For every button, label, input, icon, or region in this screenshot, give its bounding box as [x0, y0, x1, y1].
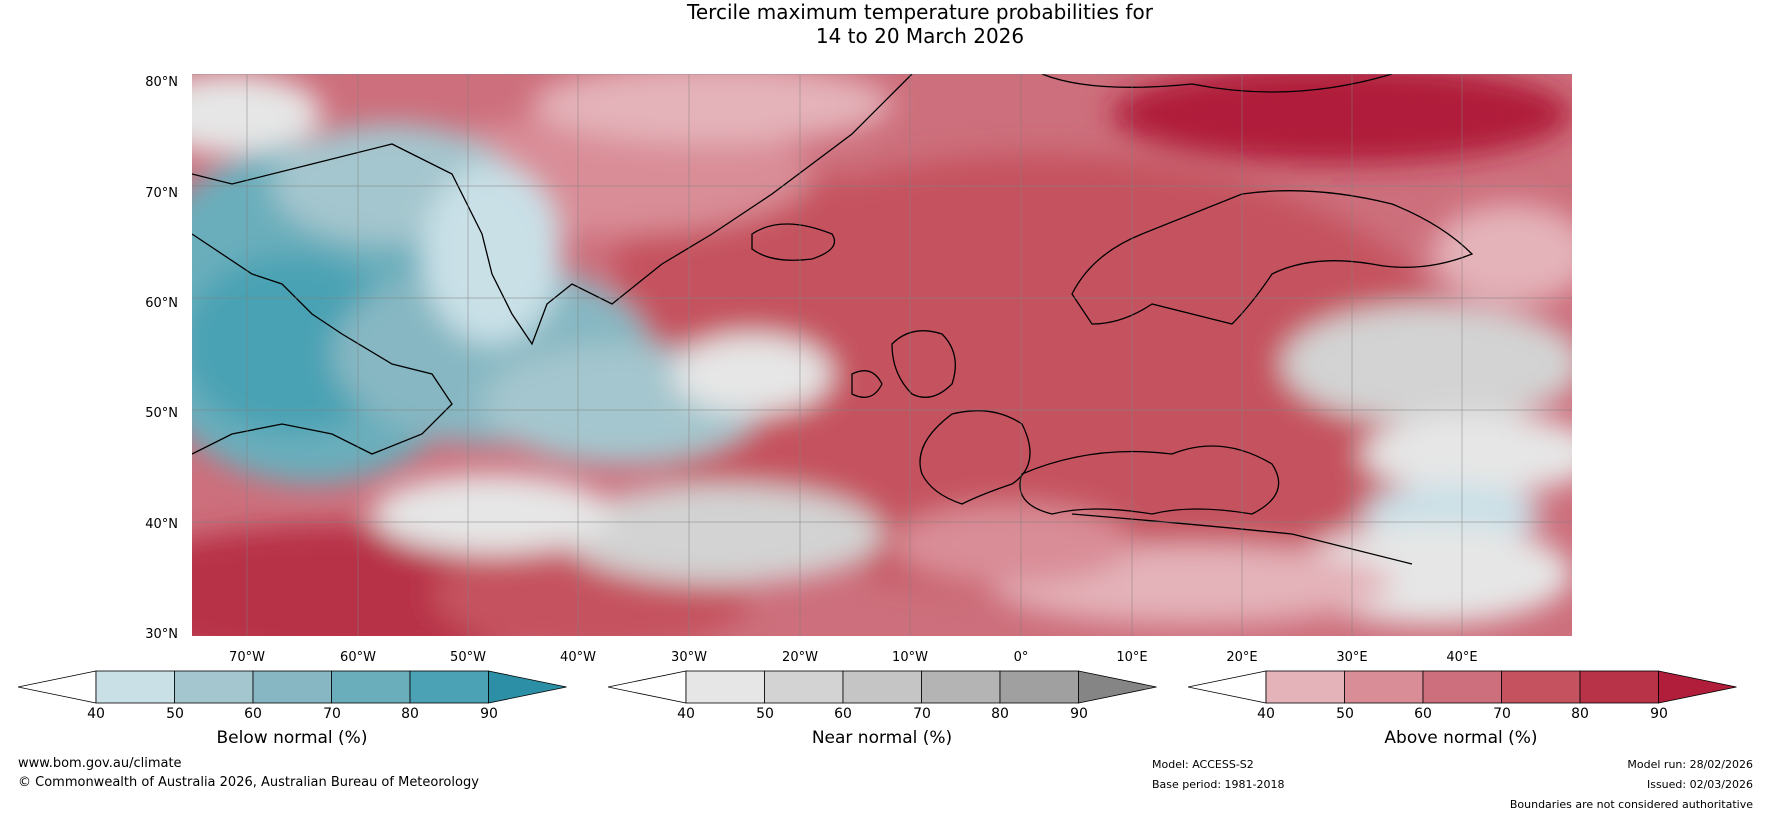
cbar-below-tick-50: 50: [166, 706, 184, 722]
colorbar-near-normal: [608, 670, 1157, 704]
colorbar-swatch-80-90: [1579, 670, 1659, 704]
lon-label-60w: 60°W: [340, 650, 376, 665]
colorbar-swatch-50-60: [1344, 670, 1424, 704]
coastlines: [192, 74, 1474, 565]
lon-label-30e: 30°E: [1336, 650, 1368, 665]
chart-title: Tercile maximum temperature probabilitie…: [0, 0, 1770, 48]
colorbar-above-normal: [1188, 670, 1737, 704]
lon-label-10e: 10°E: [1116, 650, 1148, 665]
cbar-near-tick-40: 40: [677, 706, 695, 722]
cbar-near-tick-80: 80: [991, 706, 1009, 722]
colorbar-label-below: Below normal (%): [216, 728, 368, 748]
lon-label-50w: 50°W: [450, 650, 486, 665]
cbar-above-tick-90: 90: [1650, 706, 1668, 722]
lon-label-20w: 20°W: [782, 650, 818, 665]
footer-base-period: Base period: 1981-2018: [1152, 778, 1285, 791]
footer-website[interactable]: www.bom.gov.au/climate: [18, 756, 182, 771]
cbar-below-tick-60: 60: [244, 706, 262, 722]
cbar-near-tick-50: 50: [756, 706, 774, 722]
colorbar-swatch-70-80: [1501, 670, 1581, 704]
lon-label-10w: 10°W: [892, 650, 928, 665]
title-line-1: Tercile maximum temperature probabilitie…: [687, 0, 1153, 24]
cbar-below-tick-40: 40: [87, 706, 105, 722]
colorbar-extend-low: [18, 670, 97, 704]
graticule: [192, 74, 1572, 636]
footer-model-run: Model run: 28/02/2026: [1627, 758, 1753, 771]
lon-label-40e: 40°E: [1446, 650, 1478, 665]
lon-label-30w: 30°W: [671, 650, 707, 665]
colorbar-swatch-80-90: [999, 670, 1079, 704]
cbar-above-tick-60: 60: [1414, 706, 1432, 722]
colorbar-extend-high: [1078, 670, 1157, 704]
cbar-above-tick-50: 50: [1336, 706, 1354, 722]
colorbar-swatch-70-80: [331, 670, 411, 704]
colorbar-swatch-80-90: [409, 670, 489, 704]
colorbar-label-near: Near normal (%): [811, 728, 953, 748]
footer-issued: Issued: 02/03/2026: [1646, 778, 1753, 791]
probability-map: [192, 74, 1572, 636]
lat-label-50n: 50°N: [145, 406, 178, 421]
lat-label-40n: 40°N: [145, 517, 178, 532]
cbar-above-tick-80: 80: [1571, 706, 1589, 722]
lon-label-20e: 20°E: [1226, 650, 1258, 665]
cbar-above-tick-40: 40: [1257, 706, 1275, 722]
colorbar-swatch-60-70: [1422, 670, 1502, 704]
footer-disclaimer: Boundaries are not considered authoritat…: [1509, 798, 1753, 811]
cbar-above-tick-70: 70: [1493, 706, 1511, 722]
colorbar-swatch-70-80: [921, 670, 1001, 704]
colorbar-swatch-60-70: [842, 670, 922, 704]
colorbar-label-above: Above normal (%): [1384, 728, 1538, 748]
lat-label-30n: 30°N: [145, 627, 178, 642]
colorbar-below-normal: [18, 670, 567, 704]
colorbar-extend-high: [488, 670, 567, 704]
colorbar-extend-high: [1658, 670, 1737, 704]
colorbar-swatch-40-50: [1265, 670, 1345, 704]
colorbar-swatch-40-50: [685, 670, 765, 704]
lat-label-60n: 60°N: [145, 296, 178, 311]
colorbar-swatch-40-50: [95, 670, 175, 704]
colorbar-extend-low: [608, 670, 687, 704]
cbar-below-tick-70: 70: [323, 706, 341, 722]
probability-field: [192, 74, 1572, 636]
colorbar-swatch-60-70: [252, 670, 332, 704]
colorbar-swatch-50-60: [174, 670, 254, 704]
lon-label-0: 0°: [1013, 650, 1029, 665]
cbar-below-tick-80: 80: [401, 706, 419, 722]
lat-label-70n: 70°N: [145, 186, 178, 201]
cbar-below-tick-90: 90: [480, 706, 498, 722]
lat-label-80n: 80°N: [145, 75, 178, 90]
footer-copyright: © Commonwealth of Australia 2026, Austra…: [18, 775, 479, 790]
cbar-near-tick-70: 70: [913, 706, 931, 722]
lon-label-70w: 70°W: [229, 650, 265, 665]
colorbar-swatch-50-60: [764, 670, 844, 704]
title-line-2: 14 to 20 March 2026: [815, 24, 1025, 48]
cbar-near-tick-60: 60: [834, 706, 852, 722]
lon-label-40w: 40°W: [560, 650, 596, 665]
footer-model: Model: ACCESS-S2: [1152, 758, 1254, 771]
colorbar-extend-low: [1188, 670, 1267, 704]
cbar-near-tick-90: 90: [1070, 706, 1088, 722]
